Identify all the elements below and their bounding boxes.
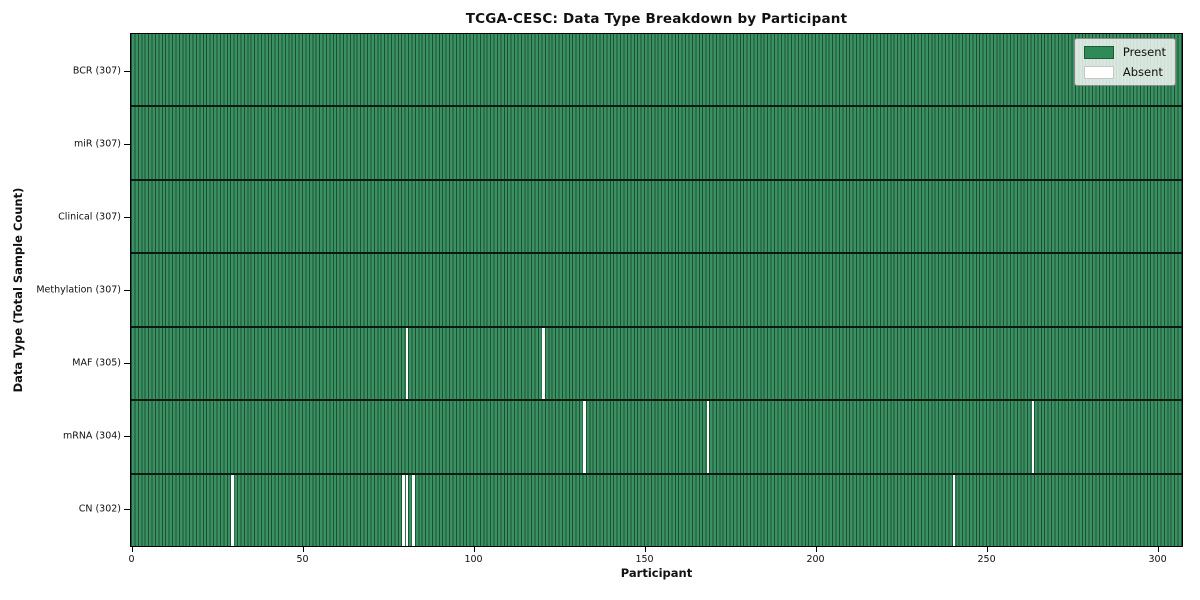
y-tick-label-bcr: BCR (307): [72, 65, 121, 77]
absent-gap-cn-240: [952, 474, 956, 546]
y-tick-mark: [124, 509, 130, 510]
x-tick-mark: [815, 547, 817, 552]
legend: Present Absent: [1073, 38, 1176, 86]
y-tick-mark: [124, 71, 130, 72]
y-tick-label-mir: miR (307): [73, 138, 121, 150]
y-tick-mark: [124, 144, 130, 145]
legend-present-swatch: [1083, 45, 1114, 59]
y-tick-label-clinical: Clinical (307): [58, 211, 121, 223]
legend-present-label: Present: [1122, 45, 1166, 59]
y-tick-label-maf: MAF (305): [72, 357, 121, 369]
legend-absent-label: Absent: [1122, 65, 1163, 79]
x-tick-label-300: 300: [1148, 554, 1167, 565]
x-tick-mark: [644, 547, 646, 552]
chart-title: TCGA-CESC: Data Type Breakdown by Partic…: [465, 11, 848, 27]
x-tick-label-250: 250: [977, 554, 996, 565]
row-band-mrna: [131, 399, 1182, 473]
absent-gap-cn-79: [402, 474, 405, 546]
heatmap-plot-area: [130, 33, 1183, 547]
absent-gap-maf-120: [542, 327, 545, 400]
y-tick-mark: [124, 436, 130, 437]
y-tick-label-methylation: Methylation (307): [36, 284, 121, 296]
absent-gap-cn-29: [231, 474, 234, 546]
x-tick-label-150: 150: [635, 554, 654, 565]
legend-item-absent: Absent: [1083, 65, 1166, 79]
x-tick-mark: [1157, 547, 1159, 552]
x-tick-label-100: 100: [464, 554, 483, 565]
row-band-cn: [131, 472, 1182, 546]
legend-absent-swatch: [1083, 65, 1114, 79]
x-tick-label-0: 0: [128, 554, 135, 565]
absent-gap-mrna-168: [706, 401, 709, 473]
x-tick-mark: [986, 547, 988, 552]
absent-gap-cn-82: [412, 474, 415, 546]
x-tick-label-50: 50: [296, 554, 309, 565]
row-band-bcr: [131, 34, 1182, 106]
absent-gap-cn-80: [405, 474, 409, 546]
x-tick-mark: [302, 547, 304, 552]
x-tick-label-200: 200: [806, 554, 825, 565]
row-band-maf: [131, 325, 1182, 400]
row-band-mir: [131, 105, 1182, 179]
y-tick-label-cn: CN (302): [78, 503, 121, 515]
absent-gap-mrna-263: [1031, 401, 1034, 473]
absent-gap-mrna-132: [583, 401, 586, 473]
y-tick-mark: [124, 363, 130, 364]
absent-gap-maf-80: [405, 327, 409, 400]
x-tick-mark: [473, 547, 475, 552]
row-band-methylation: [131, 252, 1182, 326]
y-tick-mark: [124, 290, 130, 291]
legend-item-present: Present: [1083, 45, 1166, 59]
x-tick-mark: [131, 547, 133, 552]
y-tick-mark: [124, 217, 130, 218]
x-axis-label: Participant: [620, 566, 693, 580]
row-band-clinical: [131, 178, 1182, 253]
y-tick-label-mrna: mRNA (304): [62, 430, 121, 442]
